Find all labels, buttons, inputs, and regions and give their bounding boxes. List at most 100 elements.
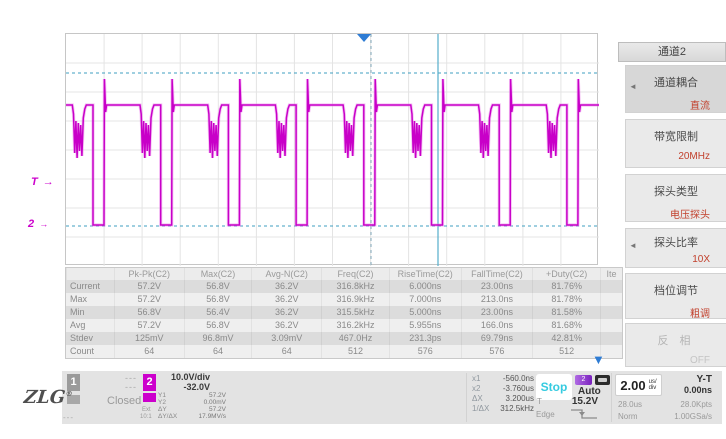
- cursor-invdx-row: 1/ΔX 312.5kHz: [472, 404, 534, 413]
- chevron-left-icon: ◄: [629, 82, 637, 91]
- ground-marker-arrow-icon: →: [39, 219, 50, 229]
- bar-divider: [466, 373, 467, 422]
- display-mode: Y-T: [696, 374, 712, 385]
- sidebar-title: 通道2: [618, 42, 726, 62]
- cursor-y2-row: Y2 0.00mV: [158, 399, 226, 406]
- channel1-bottom-dashes: ---: [63, 413, 74, 422]
- table-header-row: Pk-Pk(C2) Max(C2) Avg-N(C2) Freq(C2) RiseTim…: [66, 268, 622, 280]
- x2-value: -3.760us: [502, 384, 534, 393]
- table-cell: [600, 332, 622, 345]
- table-cell: 23.00ns: [460, 306, 533, 319]
- run-status-indicator[interactable]: Stop: [536, 374, 572, 400]
- channel2-badge[interactable]: 2: [143, 374, 156, 391]
- y2-label: Y2: [158, 399, 166, 406]
- y2-value: 0.00mV: [203, 399, 226, 406]
- column-header: Pk-Pk(C2): [113, 268, 184, 280]
- table-cell: 7.000ns: [388, 293, 461, 306]
- cursor-y1-row: Y1 57.2V: [158, 392, 226, 399]
- table-cell: 56.8V: [113, 306, 184, 319]
- dy-value: 57.2V: [209, 406, 226, 413]
- channel1-status: Closed: [107, 395, 142, 407]
- acq-window: 28.0us: [618, 400, 643, 409]
- dx-value: 3.200us: [505, 394, 534, 403]
- table-cell: 5.000ns: [388, 306, 461, 319]
- bar-divider: [611, 373, 612, 422]
- channel2-ground-marker[interactable]: 2 →: [28, 218, 49, 230]
- gear-adjust-label: 档位调节: [654, 285, 698, 297]
- y1-label: Y1: [158, 392, 166, 399]
- bandwidth-label: 带宽限制: [654, 131, 698, 143]
- channel2-offset: -32.0V: [183, 382, 210, 392]
- registered-mark: ®: [65, 389, 74, 398]
- dx-label: ΔX: [472, 394, 483, 403]
- trigger-source-badge[interactable]: 2: [575, 375, 592, 385]
- row-label: Min: [70, 307, 85, 317]
- trigger-mode[interactable]: Auto: [578, 386, 601, 397]
- measurement-table: Pk-Pk(C2) Max(C2) Avg-N(C2) Freq(C2) RiseTim…: [65, 267, 623, 359]
- trigger-delay: 0.00ns: [683, 385, 712, 395]
- trigger-coupling-icon[interactable]: [595, 375, 610, 385]
- trigger-position-icon[interactable]: [357, 34, 371, 42]
- table-row-count: Count 64 64 64 512 576 576 512: [66, 345, 622, 358]
- table-cell: 166.0ns: [460, 319, 533, 332]
- x2-label: x2: [472, 384, 481, 393]
- timebase-scale-box[interactable]: 2.00 us/ div: [615, 374, 662, 396]
- column-header: Freq(C2): [321, 268, 389, 280]
- waveform-plot-area[interactable]: [65, 33, 599, 266]
- table-cell: 96.8mV: [183, 332, 252, 345]
- zlg-logo-text: ZLG: [22, 387, 67, 408]
- timebase-unit: us/ div: [649, 379, 657, 391]
- falling-edge-icon: [571, 409, 597, 419]
- table-cell: 316.8kHz: [321, 280, 389, 293]
- table-cell: [600, 280, 622, 293]
- timebase-unit-line2: div: [648, 385, 657, 391]
- channel1-value1: ---: [125, 373, 137, 383]
- sidebar-item-coupling[interactable]: ◄ 通道耦合 直流: [625, 65, 726, 113]
- row-label: Stdev: [70, 333, 94, 343]
- cursor-dydx-row: ΔY/ΔX 17.9MV/s: [158, 413, 226, 420]
- cursor-x1-row: x1 -560.0ns: [472, 374, 534, 383]
- column-header: Max(C2): [183, 268, 252, 280]
- table-cell: 6.000ns: [388, 280, 461, 293]
- trigger-type-label[interactable]: Edge: [536, 410, 555, 419]
- invert-value: OFF: [690, 355, 710, 366]
- table-scroll-down-icon[interactable]: ▼: [592, 352, 605, 367]
- acq-mode: Norm: [618, 412, 638, 421]
- table-cell: 36.2V: [251, 306, 321, 319]
- table-cell: 213.0ns: [460, 293, 533, 306]
- sidebar-item-probe-type[interactable]: 探头类型 电压探头: [625, 174, 726, 222]
- column-header: +Duty(C2): [532, 268, 600, 280]
- sidebar-item-invert[interactable]: 反 相 OFF: [625, 323, 726, 367]
- table-cell: 57.2V: [113, 280, 184, 293]
- table-cell: 36.2V: [251, 293, 321, 306]
- y1-value: 57.2V: [209, 392, 226, 399]
- table-cell: 315.5kHz: [321, 306, 389, 319]
- dydx-label: ΔY/ΔX: [158, 413, 178, 420]
- table-cell: 316.9kHz: [321, 293, 389, 306]
- table-row-min: Min 56.8V 56.4V 36.2V 315.5kHz 5.000ns 23.00ns…: [66, 306, 622, 319]
- row-label: Avg: [70, 320, 86, 330]
- dy-label: ΔY: [158, 406, 167, 413]
- table-cell: 316.2kHz: [321, 319, 389, 332]
- probe-ratio-mini-label: 10:1: [140, 414, 152, 420]
- trigger-level-marker[interactable]: T →: [31, 176, 55, 188]
- coupling-value: 直流: [690, 101, 710, 112]
- chevron-left-icon: ◄: [629, 241, 637, 250]
- sidebar-item-probe-ratio[interactable]: ◄ 探头比率 10X: [625, 228, 726, 268]
- channel1-badge[interactable]: 1: [67, 374, 80, 391]
- table-cell: 36.2V: [251, 280, 321, 293]
- trigger-marker-arrow-icon: →: [42, 176, 55, 188]
- sample-rate: 1.00GSa/s: [674, 412, 712, 421]
- column-header: FallTime(C2): [460, 268, 533, 280]
- table-cell: 231.3ps: [388, 332, 461, 345]
- table-cell: 64: [113, 345, 184, 358]
- sidebar-item-gear-adjust[interactable]: 档位调节 粗调: [625, 273, 726, 320]
- zlg-logo: ZLG®: [23, 387, 73, 408]
- table-cell: 5.955ns: [388, 319, 461, 332]
- channel2-trace[interactable]: [66, 78, 599, 226]
- waveform-canvas[interactable]: [66, 34, 599, 266]
- invdx-value: 312.5kHz: [500, 404, 534, 413]
- timebase-unit-line1: us/: [648, 379, 657, 385]
- table-cell: 576: [388, 345, 461, 358]
- sidebar-item-bandwidth[interactable]: 带宽限制 20MHz: [625, 119, 726, 168]
